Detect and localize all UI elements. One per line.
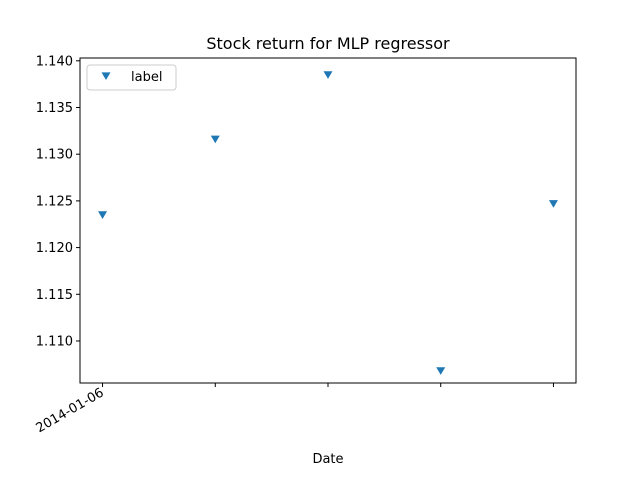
chart-title: Stock return for MLP regressor: [206, 34, 450, 53]
y-tick-label: 1.140: [36, 54, 73, 69]
y-tick-label: 1.115: [36, 288, 73, 303]
data-point: [98, 211, 108, 219]
y-axis: 1.110 1.115 1.120 1.125 1.130 1.135 1.140: [36, 54, 80, 349]
data-point: [210, 135, 220, 144]
data-point: [436, 367, 446, 375]
data-point: [323, 71, 333, 79]
x-axis-label: Date: [312, 452, 343, 467]
legend-entry: label: [131, 70, 162, 85]
y-tick-label: 1.135: [36, 101, 73, 116]
y-tick-label: 1.130: [36, 148, 73, 163]
y-tick-label: 1.125: [36, 194, 73, 209]
plot-area: [79, 57, 577, 384]
legend-marker: [101, 72, 111, 81]
x-axis: 2014-01-06: [34, 383, 554, 436]
legend: label: [86, 64, 177, 91]
series-label: [98, 71, 558, 375]
x-tick-label: 2014-01-06: [34, 385, 107, 436]
y-tick-label: 1.120: [36, 241, 73, 256]
data-point: [548, 200, 558, 208]
y-tick-label: 1.110: [36, 334, 73, 349]
legend-box: [86, 64, 177, 91]
